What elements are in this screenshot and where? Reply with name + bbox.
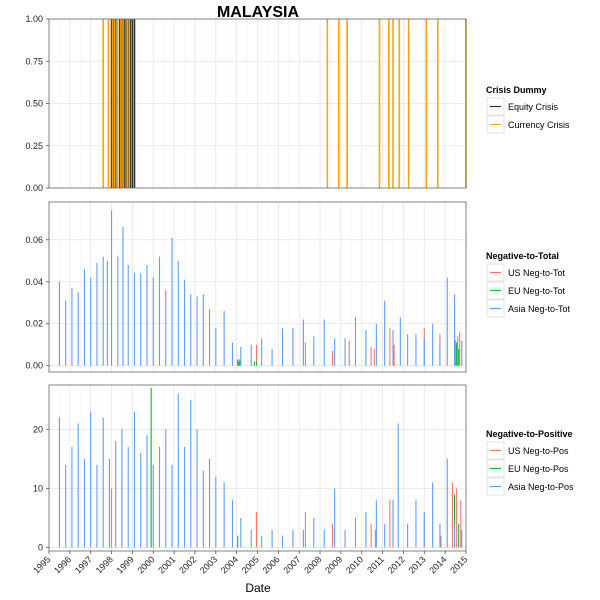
legend-item: Asia Neg-to-Tot — [486, 299, 571, 318]
x-tick-label: 2012 — [386, 554, 407, 575]
x-tick-label: 2009 — [323, 554, 344, 575]
x-axis-title: Date — [245, 581, 271, 595]
panel-3: 0 10 20 — [33, 384, 467, 552]
legend-label: US Neg-to-Pos — [508, 446, 569, 456]
y-tick-label: 0.25 — [25, 141, 43, 151]
y-tick-label: 0.50 — [25, 99, 43, 109]
legend-title: Negative-to-Total — [486, 251, 559, 261]
legend-title: Crisis Dummy — [486, 85, 547, 95]
x-tick-label: 2004 — [219, 554, 240, 575]
x-tick-label: 2001 — [156, 554, 177, 575]
legends-layer: Crisis Dummy Equity Crisis Currency Crisis… — [486, 85, 574, 496]
legend-item: Equity Crisis — [486, 97, 559, 116]
y-tick-label: 1.00 — [25, 14, 43, 24]
legend-2: Negative-to-Total US Neg-to-Tot EU Neg-to-… — [486, 251, 571, 318]
x-tick-label: 2005 — [240, 554, 261, 575]
legend-label: Currency Crisis — [508, 120, 570, 130]
panel-border — [48, 18, 467, 189]
x-tick-label: 2014 — [427, 554, 448, 575]
series-asia-neg-to-tot — [58, 210, 463, 366]
x-tick-label: 1997 — [73, 554, 94, 575]
legend-item: Asia Neg-to-Pos — [486, 477, 574, 496]
y-tick-label: 0.02 — [25, 319, 43, 329]
x-tick-label: 2007 — [281, 554, 302, 575]
x-tick-label: 1998 — [94, 554, 115, 575]
x-tick-label: 2000 — [135, 554, 156, 575]
x-tick-label: 2003 — [198, 554, 219, 575]
y-tick-label: 0.00 — [25, 361, 43, 371]
y-tick-label: 0.06 — [25, 235, 43, 245]
y-tick-label: 0 — [38, 542, 43, 552]
series-currency-crisis — [102, 19, 467, 188]
x-tick-label: 2008 — [302, 554, 323, 575]
series-asia-neg-to-pos — [58, 393, 463, 548]
y-tick-label: 0.04 — [25, 277, 43, 287]
legend-title: Negative-to-Positive — [486, 429, 573, 439]
y-tick-label: 20 — [33, 424, 43, 434]
x-tick-label: 2011 — [365, 554, 386, 575]
x-tick-label: 1999 — [115, 554, 136, 575]
x-axis: 1995 1996 1997 1998 1999 2000 2001 2002 2003 2004… — [31, 551, 469, 576]
x-tick-label: 2013 — [406, 554, 427, 575]
panel-1: 0.00 0.25 0.50 0.75 1.00 — [25, 14, 467, 193]
legend-item: US Neg-to-Pos — [486, 441, 569, 460]
y-tick-label: 0.75 — [25, 56, 43, 66]
y-tick-label: 0.00 — [25, 183, 43, 193]
legend-1: Crisis Dummy Equity Crisis Currency Crisis — [486, 85, 570, 134]
legend-label: Asia Neg-to-Tot — [508, 304, 571, 314]
x-tick-label: 2010 — [344, 554, 365, 575]
legend-item: EU Neg-to-Tot — [486, 281, 566, 300]
legend-item: US Neg-to-Tot — [486, 263, 566, 282]
x-tick-label: 1996 — [52, 554, 73, 575]
legend-item: Currency Crisis — [486, 115, 570, 134]
panel-2: 0.00 0.02 0.04 0.06 — [25, 201, 467, 373]
legend-label: Equity Crisis — [508, 102, 559, 112]
panel-border — [48, 201, 467, 373]
legend-label: EU Neg-to-Tot — [508, 286, 566, 296]
legend-label: US Neg-to-Tot — [508, 268, 566, 278]
chart-title: MALAYSIA — [217, 4, 300, 21]
series-eu-neg-to-tot — [237, 342, 460, 366]
legend-label: Asia Neg-to-Pos — [508, 482, 574, 492]
x-tick-label: 1995 — [31, 554, 52, 575]
x-tick-label: 2002 — [177, 554, 198, 575]
y-tick-label: 10 — [33, 483, 43, 493]
x-tick-label: 2015 — [448, 554, 469, 575]
legend-item: EU Neg-to-Pos — [486, 459, 569, 478]
legend-3: Negative-to-Positive US Neg-to-Pos EU Neg-… — [486, 429, 574, 496]
legend-label: EU Neg-to-Pos — [508, 464, 569, 474]
panels-layer: 0.00 0.25 0.50 0.75 1.00 0.00 0.02 0.04 0.06 0 10 2… — [25, 14, 467, 552]
x-tick-label: 2006 — [261, 554, 282, 575]
